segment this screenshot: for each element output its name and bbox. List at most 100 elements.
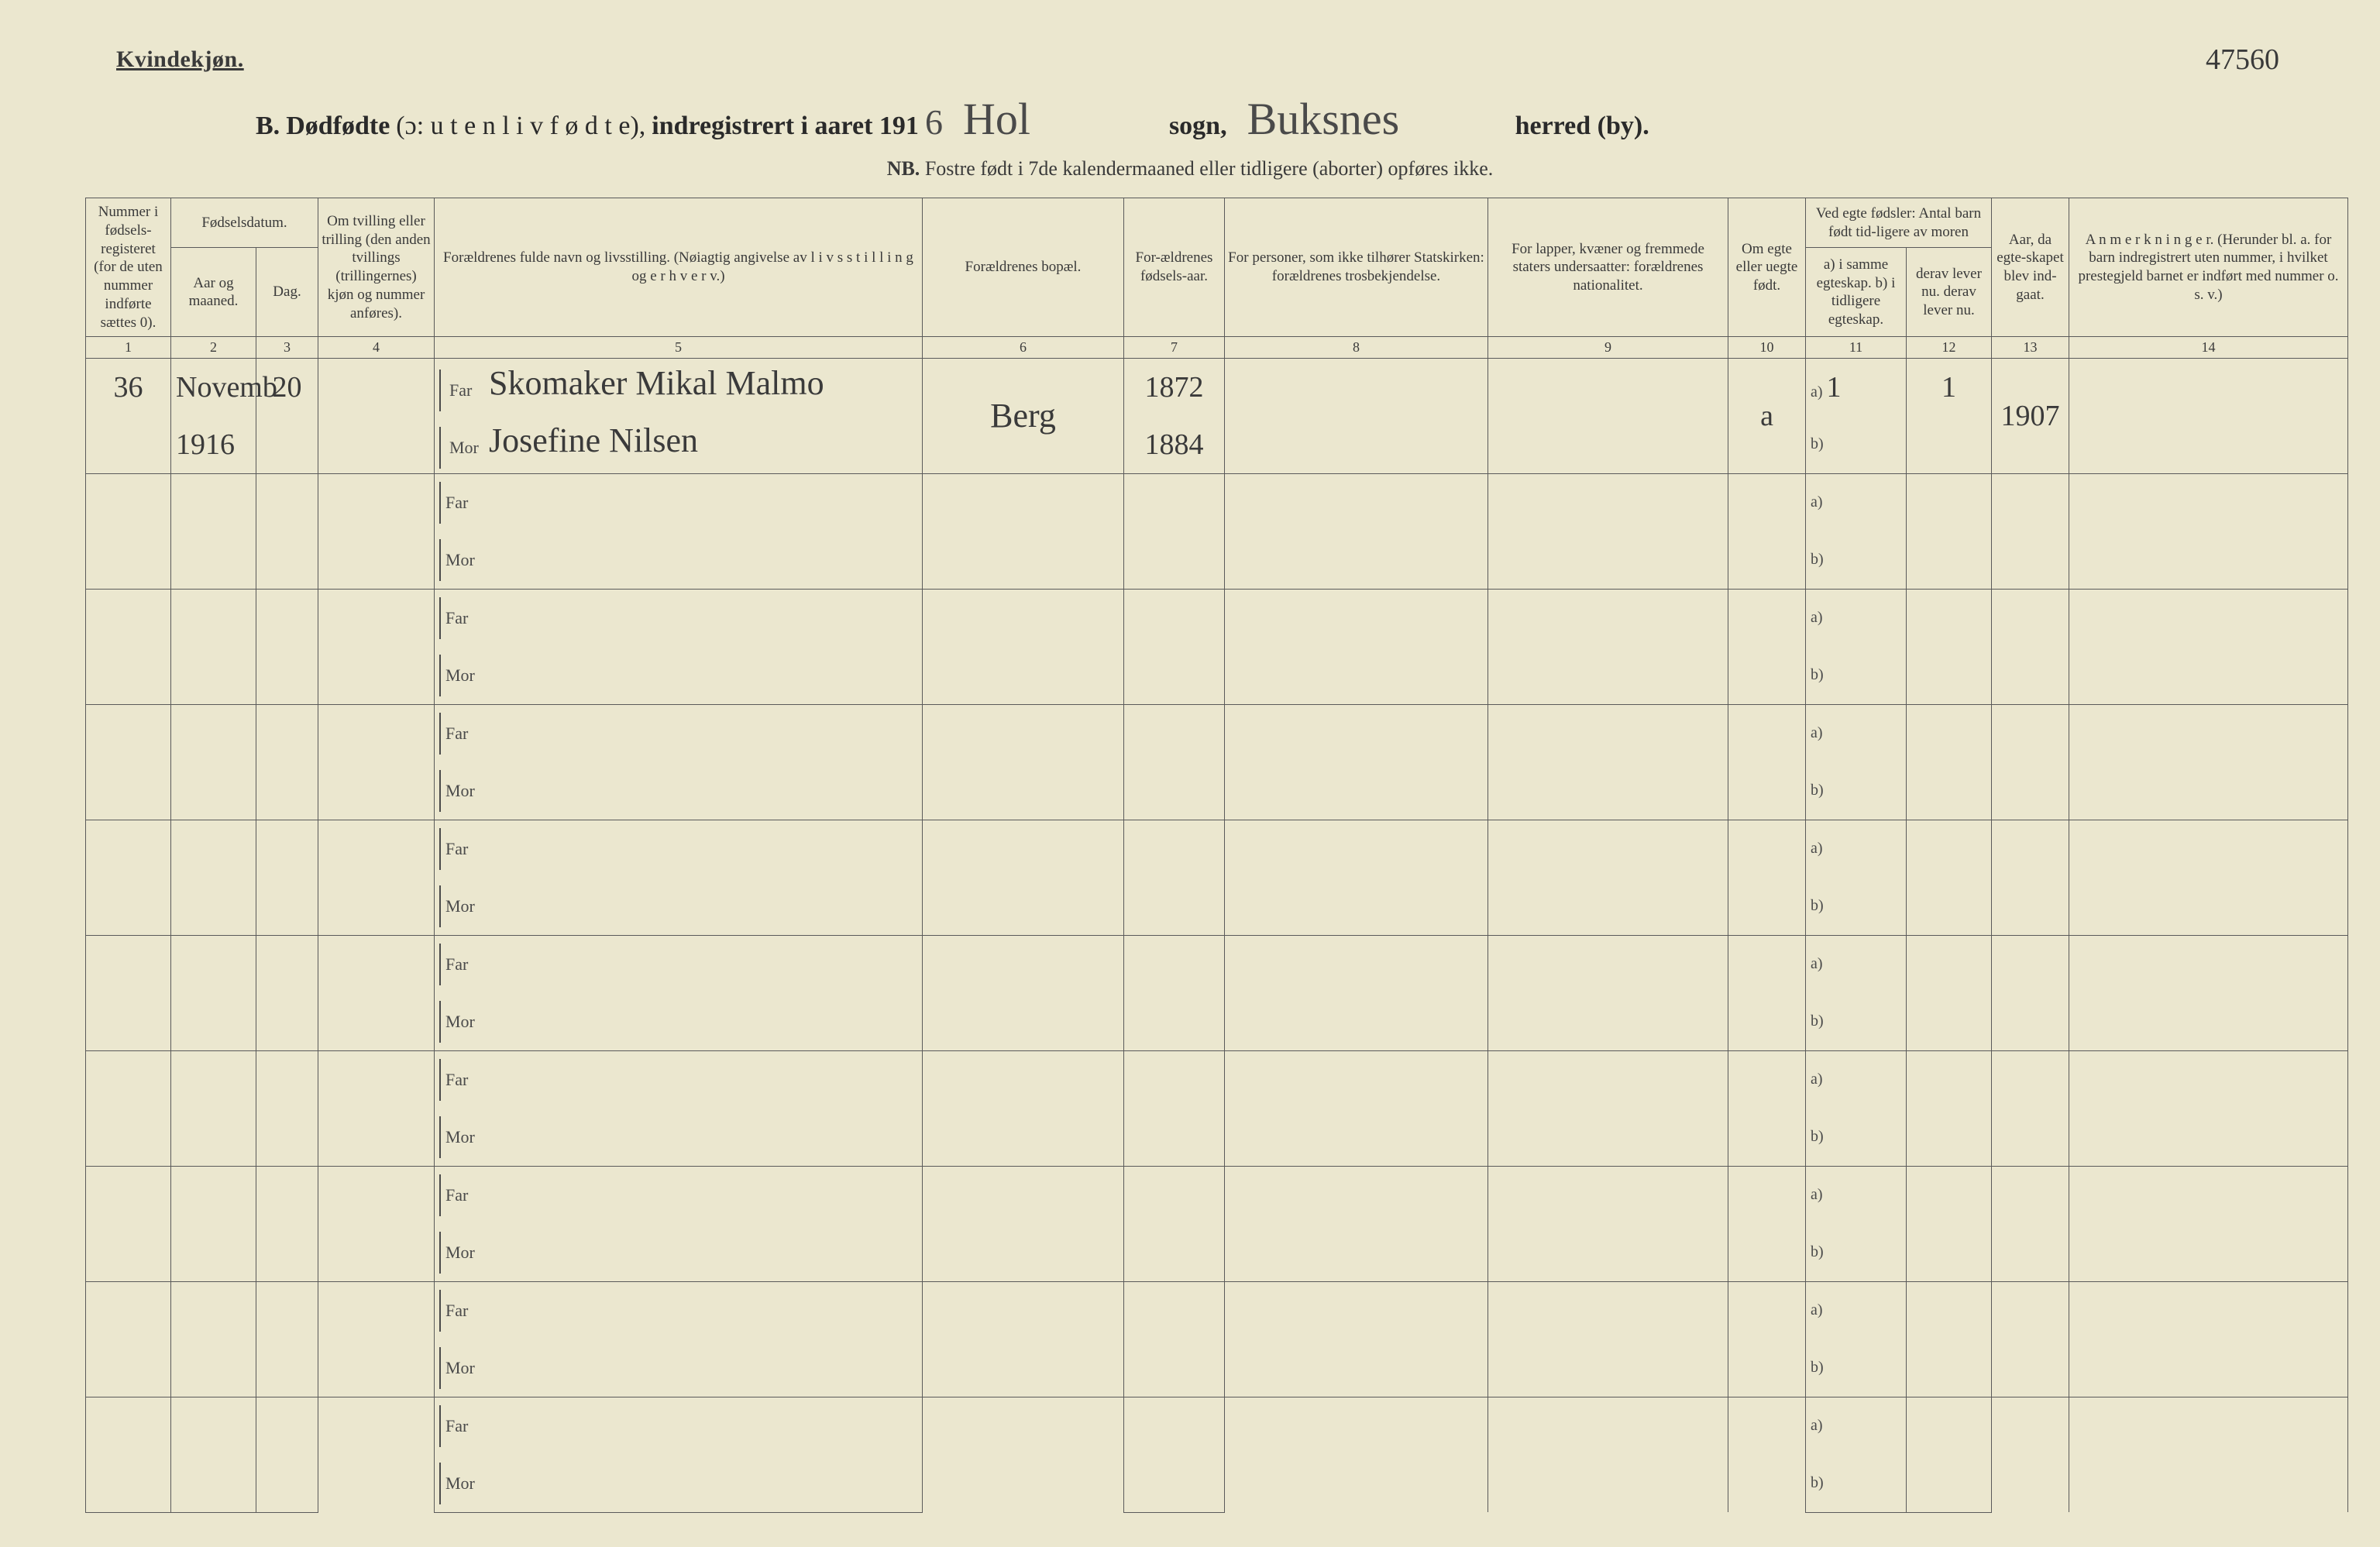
entry-a-same: 1: [1827, 371, 1842, 404]
empty: [256, 1281, 318, 1339]
colnum: 10: [1728, 337, 1806, 359]
blank-row-far: Fara): [86, 589, 2348, 647]
empty: [2069, 589, 2348, 704]
bracket-icon: [439, 1347, 441, 1389]
col-header-13: Aar, da egte-skapet blev ind-gaat.: [1992, 198, 2069, 337]
a-label: a): [1811, 1186, 1823, 1203]
far-label: Far: [445, 724, 481, 744]
empty: [2069, 473, 2348, 589]
title-registered: indregistrert i aaret 191: [652, 112, 919, 141]
empty: [171, 704, 256, 762]
empty: [256, 1109, 318, 1167]
blank-father-cell: Far: [435, 820, 923, 878]
empty: [1907, 1050, 1992, 1109]
b-label: b): [1811, 666, 1824, 683]
empty: [1225, 935, 1488, 1050]
entry-month: Novemb: [171, 358, 256, 416]
bracket-icon: [439, 597, 441, 639]
b-label: b): [1811, 551, 1824, 568]
empty: [1488, 1281, 1728, 1397]
empty: [1225, 1050, 1488, 1166]
empty: [171, 1397, 256, 1455]
empty: [86, 1050, 171, 1109]
blank-mother-cell: Mor: [435, 762, 923, 820]
blank-mother-cell: Mor: [435, 1109, 923, 1167]
empty: [318, 1166, 435, 1281]
herred-handwritten: Buksnes: [1233, 93, 1509, 145]
bracket-icon: [439, 1116, 441, 1158]
a-label: a): [1811, 493, 1823, 511]
mor-label: Mor: [445, 896, 481, 916]
empty: [1225, 473, 1488, 589]
empty: [1728, 1397, 1806, 1512]
empty: [1992, 1050, 2069, 1166]
corner-annotation: 47560: [2206, 43, 2279, 77]
b-label: b): [1811, 1474, 1824, 1491]
a-label: a): [1811, 724, 1823, 741]
blank-row-far: Far a): [86, 473, 2348, 531]
blank-father-cell: Far: [435, 1397, 923, 1455]
colnum: 9: [1488, 337, 1728, 359]
empty: [171, 531, 256, 590]
empty: [171, 589, 256, 647]
empty: [923, 473, 1124, 589]
blank-c11a: a): [1806, 704, 1907, 762]
blank-father-cell: Far: [435, 589, 923, 647]
empty: [1225, 1281, 1488, 1397]
colnum: 8: [1225, 337, 1488, 359]
empty: [256, 1455, 318, 1513]
empty: [86, 1109, 171, 1167]
col-header-14: A n m e r k n i n g e r. (Herunder bl. a…: [2069, 198, 2348, 337]
col-header-12: derav lever nu. derav lever nu.: [1907, 248, 1992, 337]
empty: [2069, 1050, 2348, 1166]
blank-c11b: b): [1806, 993, 1907, 1051]
empty: [2069, 1397, 2348, 1512]
colnum: 6: [923, 337, 1124, 359]
entry-number: 36: [86, 358, 171, 416]
title-main: Dødfødte: [286, 112, 390, 141]
empty: [86, 647, 171, 705]
empty: [1907, 1281, 1992, 1339]
empty: [1124, 878, 1225, 936]
entry-father-year: 1872: [1124, 358, 1225, 416]
entry-marriage-year: 1907: [1992, 358, 2069, 473]
bracket-icon: [439, 655, 441, 696]
blank-row-far: Fara): [86, 935, 2348, 993]
colnum: 14: [2069, 337, 2348, 359]
blank-father-cell: Far: [435, 935, 923, 993]
empty: [923, 1050, 1124, 1166]
empty: [86, 1339, 171, 1397]
mor-label: Mor: [445, 1358, 481, 1378]
a-label: a): [1811, 1417, 1823, 1434]
colnum: 5: [435, 337, 923, 359]
empty: [923, 704, 1124, 820]
empty: [1225, 1166, 1488, 1281]
far-label: Far: [445, 493, 481, 513]
mor-label: Mor: [449, 438, 485, 458]
empty: [256, 762, 318, 820]
col-header-9: For lapper, kvæner og fremmede staters u…: [1488, 198, 1728, 337]
empty: [1728, 589, 1806, 704]
empty: [256, 878, 318, 936]
title-year: 6: [925, 101, 943, 143]
empty: [86, 820, 171, 878]
empty: [1992, 704, 2069, 820]
b-label: b): [1811, 435, 1824, 452]
mor-label: Mor: [445, 781, 481, 801]
empty: [86, 1166, 171, 1224]
far-label: Far: [449, 380, 485, 401]
empty: [318, 820, 435, 935]
empty: [1907, 878, 1992, 936]
empty: [86, 935, 171, 993]
empty: [2069, 1166, 2348, 1281]
col-header-2: Aar og maaned.: [171, 248, 256, 337]
empty: [1124, 1050, 1225, 1109]
empty: [1488, 704, 1728, 820]
colnum: 7: [1124, 337, 1225, 359]
col-header-4: Om tvilling eller trilling (den anden tv…: [318, 198, 435, 337]
empty: [923, 1281, 1124, 1397]
empty: [2069, 1281, 2348, 1397]
colnum: 11: [1806, 337, 1907, 359]
empty: [256, 993, 318, 1051]
far-label: Far: [445, 1416, 481, 1436]
